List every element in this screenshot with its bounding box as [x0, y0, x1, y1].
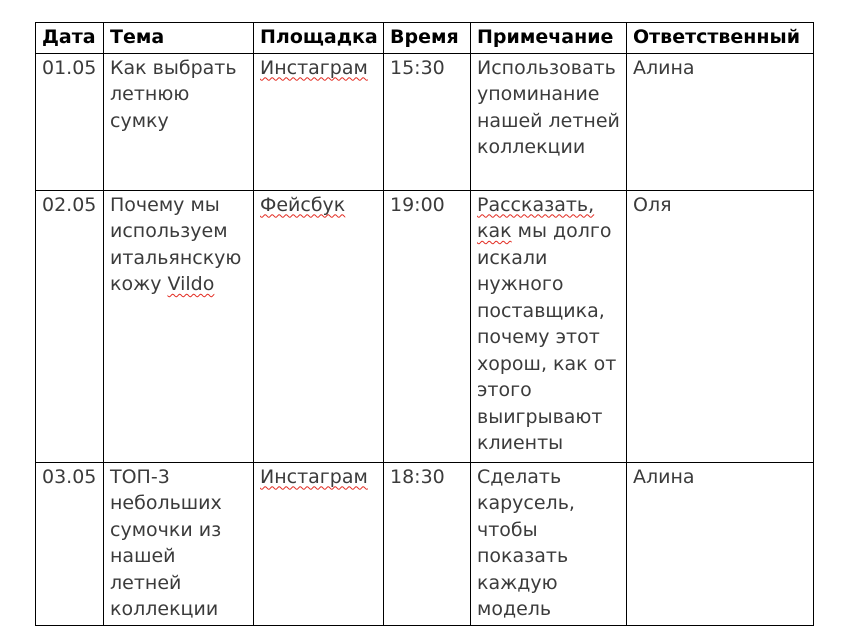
text-run: Использовать упоминание нашей летней кол…: [477, 56, 620, 159]
cell-owner[interactable]: Алина: [626, 52, 814, 191]
misspelled-word: Фейсбук: [260, 193, 346, 216]
cell-topic[interactable]: Почему мы используем итальянскую кожу Vi…: [103, 189, 254, 463]
cell-time[interactable]: 19:00: [383, 189, 471, 463]
column-header-time[interactable]: Время: [383, 22, 471, 54]
cell-time[interactable]: 18:30: [383, 461, 471, 626]
column-header-platform[interactable]: Площадка: [253, 22, 384, 54]
cell-platform[interactable]: Инстаграм: [253, 52, 384, 191]
cell-date[interactable]: 02.05: [35, 189, 104, 463]
cell-topic[interactable]: ТОП-3 небольших сумочки из нашей летней …: [103, 461, 254, 626]
text-run: Сделать карусель, чтобы показать каждую …: [477, 465, 575, 621]
misspelled-word: Рассказать,: [477, 193, 595, 216]
cell-date[interactable]: 01.05: [35, 52, 104, 191]
misspelled-word: Инстаграм: [260, 465, 368, 488]
header-row: Дата Тема Площадка Время Примечание Отве…: [35, 22, 814, 54]
column-header-note[interactable]: Примечание: [470, 22, 627, 54]
table-row: 02.05 Почему мы используем итальянскую к…: [35, 189, 814, 463]
cell-time[interactable]: 15:30: [383, 52, 471, 191]
cell-note[interactable]: Использовать упоминание нашей летней кол…: [470, 52, 627, 191]
cell-owner[interactable]: Алина: [626, 461, 814, 626]
column-header-owner[interactable]: Ответственный: [626, 22, 814, 54]
text-run: Как выбрать летнюю сумку: [110, 56, 237, 132]
text-run: мы долго искали нужного поставщика, поче…: [477, 220, 617, 454]
column-header-topic[interactable]: Тема: [103, 22, 254, 54]
cell-date[interactable]: 03.05: [35, 461, 104, 626]
content-plan-table: Дата Тема Площадка Время Примечание Отве…: [35, 22, 814, 626]
column-header-date[interactable]: Дата: [35, 22, 104, 54]
misspelled-word: как: [477, 220, 512, 242]
cell-topic[interactable]: Как выбрать летнюю сумку: [103, 52, 254, 191]
cell-owner[interactable]: Оля: [626, 189, 814, 463]
text-run: Почему мы используем итальянскую кожу: [110, 193, 242, 296]
table-row: 03.05 ТОП-3 небольших сумочки из нашей л…: [35, 461, 814, 626]
cell-platform[interactable]: Фейсбук: [253, 189, 384, 463]
cell-note[interactable]: Сделать карусель, чтобы показать каждую …: [470, 461, 627, 626]
table-row: 01.05 Как выбрать летнюю сумку Инстаграм…: [35, 52, 814, 191]
cell-note[interactable]: Рассказать, как мы долго искали нужного …: [470, 189, 627, 463]
text-run: ТОП-3 небольших сумочки из нашей летней …: [110, 465, 222, 621]
misspelled-word: Инстаграм: [260, 56, 368, 79]
misspelled-word: Vildo: [167, 273, 215, 295]
cell-platform[interactable]: Инстаграм: [253, 461, 384, 626]
